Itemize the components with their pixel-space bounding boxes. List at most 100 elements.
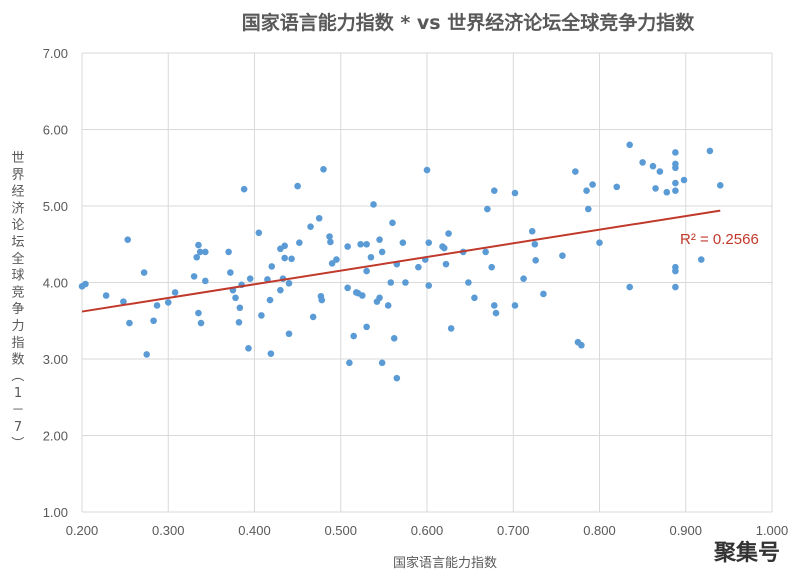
data-point [202,277,209,285]
data-point [490,302,498,309]
y-axis-label-char: 指 [11,336,24,351]
data-point [140,269,148,276]
y-axis-label-char: 全 [11,251,24,267]
data-point [296,239,303,247]
data-point [376,236,383,243]
data-point [680,176,688,184]
data-point [309,313,317,321]
data-point [423,166,431,174]
data-point [196,248,204,256]
data-point [672,283,679,291]
data-point [511,189,519,197]
data-point [559,252,566,260]
data-point [706,147,714,155]
data-point [490,187,498,194]
y-axis-label-char: 坛 [11,235,24,250]
data-point [378,248,386,256]
data-point [376,294,383,302]
data-point [663,188,671,196]
y-tick-label: 3.00 [43,352,68,367]
data-point [344,243,351,250]
data-point [82,280,89,288]
data-point [482,248,489,256]
data-point [236,304,244,312]
data-point [120,298,127,305]
data-point [327,238,334,246]
tick-labels: 1.00 2.00 3.00 4.00 5.00 6.00 7.00 0.200 0.300 0.… [43,46,789,538]
x-tick-label: 0.700 [497,523,530,538]
y-axis-label-char: － [11,403,24,418]
data-point [672,179,679,187]
data-point [225,248,232,256]
data-point [195,309,202,317]
data-point [318,296,326,304]
data-point [164,299,172,306]
data-point [393,374,401,382]
data-point [193,253,201,261]
data-point [266,296,274,304]
data-point [399,239,407,247]
data-point [367,253,375,261]
data-point [672,267,679,275]
data-point [613,183,621,191]
data-point [357,240,364,248]
y-axis-label-char: 经 [11,185,24,200]
y-tick-label: 5.00 [43,199,68,214]
data-point [363,323,370,331]
data-point [255,229,263,237]
data-point [402,279,409,286]
y-tick-label: 4.00 [43,276,68,291]
data-point [288,255,295,263]
y-axis-label-char: （ [9,369,24,382]
data-point [202,248,209,256]
data-point [511,302,519,309]
data-point [150,317,157,325]
y-tick-label: 1.00 [43,505,68,520]
data-point [531,240,539,248]
data-point [389,219,396,227]
x-tick-label: 0.200 [66,523,99,538]
data-point [153,302,161,309]
data-point [328,260,336,267]
data-point [124,236,132,243]
watermark-logo: 聚集号 [713,540,780,566]
y-tick-label: 6.00 [43,123,68,138]
data-point [484,205,491,213]
data-point [245,344,252,352]
x-tick-label: 1.000 [756,523,789,538]
y-axis-label: 世界经济论坛全球竞争力指数（ 1 － 7） [9,151,25,449]
data-point [285,279,293,287]
trendline [81,209,721,313]
data-point [520,275,527,282]
x-tick-label: 0.500 [324,523,357,538]
data-point [102,292,110,299]
data-point [716,182,724,189]
y-axis-label-char: 竞 [11,284,24,300]
gridlines [81,52,773,513]
data-point [387,279,395,286]
data-point [370,201,377,208]
trendline-group [81,209,721,313]
data-point [390,335,398,342]
y-axis-label-char: 争 [11,302,24,317]
data-point [363,240,370,248]
data-point [447,325,455,332]
y-axis-label-char: 球 [11,269,24,284]
data-point [384,302,392,309]
data-point [589,181,596,188]
data-point [333,256,340,263]
data-point [596,239,603,247]
data-point [672,149,679,156]
y-axis-label-char: 数 [11,353,24,368]
data-points [78,141,724,382]
data-point [320,165,327,173]
chart-title: 国家语言能力指数 * vs 世界经济论坛全球竞争力指数 [242,11,695,34]
data-point [578,341,585,349]
data-point [277,286,284,294]
r-squared-label: R² = 0.2566 [680,231,759,248]
data-point [465,279,472,286]
data-point [626,283,633,291]
data-point [294,182,301,190]
data-point [350,332,357,340]
